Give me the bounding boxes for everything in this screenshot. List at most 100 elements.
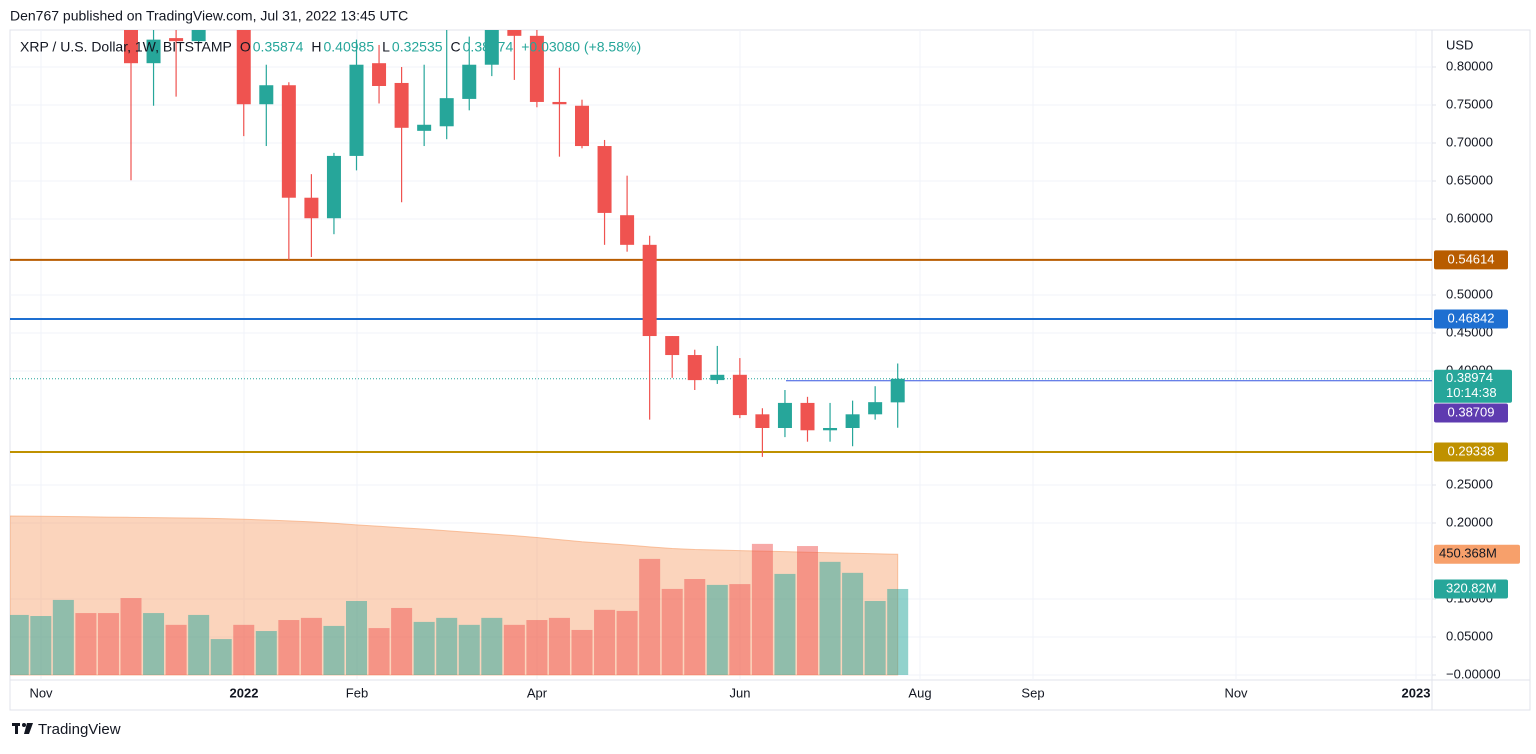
volume-bar xyxy=(706,584,728,675)
countdown: 10:14:38 xyxy=(1446,385,1497,400)
level-label-box xyxy=(1434,309,1508,329)
volume-label: 320.82M xyxy=(1446,580,1497,595)
volume-bar xyxy=(594,609,616,675)
volume-bar xyxy=(188,614,210,675)
candle-body xyxy=(800,402,815,431)
legend: XRP / U.S. Dollar, 1W, BITSTAMP O 0.35874 H… xyxy=(20,39,641,55)
candle-body xyxy=(620,215,635,245)
legend-value: 0.38974 xyxy=(463,39,514,55)
volume-bar xyxy=(887,588,909,675)
legend-value: 0.35874 xyxy=(253,39,304,55)
volume-bar xyxy=(571,629,593,675)
volume-bar xyxy=(864,600,886,675)
volume-label-box xyxy=(1434,579,1508,599)
y-tick-label: 0.75000 xyxy=(1446,96,1493,111)
y-tick-label: 0.70000 xyxy=(1446,134,1493,149)
legend-value: 0.40985 xyxy=(324,39,375,55)
volume-bar xyxy=(75,613,97,675)
volume-bar xyxy=(210,639,232,675)
volume-bar xyxy=(10,614,29,675)
candle-body xyxy=(575,105,589,147)
candle-body xyxy=(124,30,138,64)
candle-body xyxy=(845,414,860,428)
volume-ma-label: 450.368M xyxy=(1439,546,1497,561)
y-tick-label: −0.00000 xyxy=(1446,666,1501,681)
legend-value: 0.32535 xyxy=(392,39,443,55)
candles xyxy=(124,30,905,457)
candle-body xyxy=(304,197,319,219)
legend-key: C xyxy=(451,39,461,55)
volume-bar xyxy=(143,613,165,675)
volume-bar xyxy=(842,572,864,675)
candle-body xyxy=(191,30,206,42)
y-tick-label: 0.80000 xyxy=(1446,58,1493,73)
volume-bar xyxy=(30,616,52,675)
x-tick-label: 2023 xyxy=(1402,685,1431,700)
volume-bar xyxy=(481,617,503,675)
volume-bar xyxy=(458,624,480,675)
volume-bar xyxy=(368,628,390,675)
candle-body xyxy=(890,378,905,403)
x-tick-label: 2022 xyxy=(230,685,259,700)
logo-mark xyxy=(15,723,18,734)
volume-bar xyxy=(548,617,570,675)
volume-bar xyxy=(413,621,435,675)
volume-bar xyxy=(661,588,683,675)
y-tick-label: 0.20000 xyxy=(1446,514,1493,529)
volume-bar xyxy=(278,620,300,675)
candle-body xyxy=(417,124,432,131)
candle-body xyxy=(597,146,612,213)
y-tick-label: 0.05000 xyxy=(1446,628,1493,643)
volume-bar xyxy=(751,543,773,675)
volume-bar xyxy=(819,561,841,675)
candle-body xyxy=(146,39,161,64)
candle-body xyxy=(665,336,680,356)
legend-key: H xyxy=(311,39,321,55)
candle-body xyxy=(372,63,387,86)
x-tick-label: Jun xyxy=(730,685,751,700)
x-tick-label: Aug xyxy=(908,685,931,700)
level-label-box xyxy=(1434,250,1508,270)
y-tick-label: 0.60000 xyxy=(1446,210,1493,225)
y-tick-label: 0.25000 xyxy=(1446,476,1493,491)
x-tick-label: Feb xyxy=(346,685,368,700)
frame xyxy=(9,29,1531,711)
volume-bar xyxy=(346,600,367,675)
footer: TradingView xyxy=(38,721,121,738)
volume-pane xyxy=(10,515,909,676)
volume-bar xyxy=(774,573,796,675)
candle-body xyxy=(687,355,702,381)
candle-body xyxy=(281,85,296,198)
legend-key: L xyxy=(382,39,390,55)
candle-body xyxy=(462,64,477,99)
volume-bar xyxy=(797,546,818,675)
level-label: 0.54614 xyxy=(1448,251,1495,266)
logo-mark xyxy=(24,723,33,734)
candle-body xyxy=(507,30,522,36)
legend-value: +0.03080 (+8.58%) xyxy=(521,39,641,55)
candle-body xyxy=(755,414,770,428)
volume-bar xyxy=(391,607,413,675)
candle-body xyxy=(868,402,883,415)
level-label-box xyxy=(1434,442,1508,462)
candle-body xyxy=(710,374,725,381)
level-lines xyxy=(10,258,1432,454)
legend-value: XRP / U.S. Dollar, 1W, BITSTAMP xyxy=(20,39,232,55)
legend-key: O xyxy=(240,39,251,55)
candle-body xyxy=(169,38,184,42)
volume-ma-label-box xyxy=(1434,544,1520,564)
volume-bar xyxy=(323,625,345,675)
logo: TradingView xyxy=(12,721,121,738)
volume-bar xyxy=(52,599,74,675)
volume-bar xyxy=(729,584,751,675)
candle-body xyxy=(823,427,838,431)
volume-bar xyxy=(526,620,548,675)
currency: USD xyxy=(1446,37,1473,52)
volume-bar xyxy=(255,631,277,675)
axes: 0.80000 0.75000 0.70000 0.65000 0.60000 0.500… xyxy=(29,58,1520,700)
level-label: 0.29338 xyxy=(1448,443,1495,458)
x-tick-label: Nov xyxy=(29,685,53,700)
last-price-label: 0.38974 xyxy=(1446,370,1493,385)
candle-body xyxy=(642,244,657,337)
